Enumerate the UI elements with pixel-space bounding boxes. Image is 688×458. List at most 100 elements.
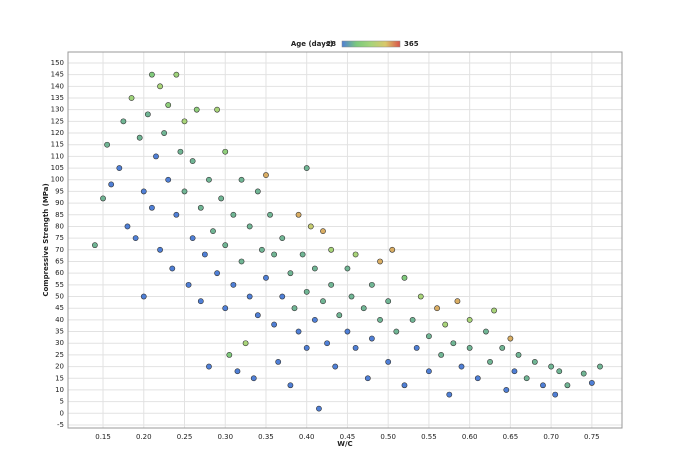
y-tick-label: 65: [55, 257, 64, 265]
point: [128, 95, 135, 101]
point: [303, 165, 310, 171]
point: [368, 281, 375, 288]
point: [238, 258, 245, 265]
point: [548, 363, 555, 370]
y-tick-label: 50: [55, 293, 64, 301]
point: [311, 316, 318, 323]
point: [161, 130, 168, 136]
point: [149, 204, 155, 211]
y-tick-label: 150: [51, 59, 64, 67]
colorbar-label: Age (days): [291, 40, 333, 48]
point: [328, 246, 335, 253]
point: [250, 375, 257, 382]
point: [442, 321, 449, 328]
point: [580, 370, 587, 377]
point: [377, 258, 383, 265]
y-tick-label: 40: [55, 316, 64, 324]
point: [531, 359, 538, 365]
point: [193, 106, 200, 113]
y-tick-label: 80: [55, 222, 64, 230]
point: [140, 188, 147, 195]
point: [222, 305, 229, 312]
x-tick-label: 0.30: [217, 433, 233, 441]
point: [201, 251, 208, 258]
point: [458, 363, 465, 370]
point: [507, 335, 514, 342]
point: [246, 223, 253, 230]
y-tick-label: 60: [55, 269, 64, 277]
point: [393, 328, 400, 335]
x-tick-label: 0.15: [95, 433, 111, 441]
point: [230, 211, 237, 218]
point: [515, 352, 522, 358]
point: [246, 293, 253, 300]
point: [324, 340, 330, 347]
y-tick-label: 0: [60, 409, 64, 417]
y-tick-label: 90: [55, 199, 64, 207]
point: [210, 228, 216, 235]
point: [483, 328, 489, 335]
point: [136, 134, 143, 141]
y-tick-label: 95: [55, 187, 64, 195]
point: [169, 265, 176, 272]
point: [503, 387, 510, 393]
y-tick-label: 105: [51, 164, 64, 172]
y-tick-label: 100: [51, 176, 64, 184]
point: [120, 118, 127, 125]
y-tick-label: 30: [55, 339, 64, 347]
point: [454, 298, 461, 305]
point: [450, 340, 457, 347]
point: [491, 307, 497, 314]
point: [218, 195, 225, 202]
point: [144, 111, 151, 118]
point: [157, 246, 163, 253]
y-tick-label: 20: [55, 363, 64, 371]
y-tick-label: 130: [51, 106, 64, 114]
point: [181, 188, 188, 195]
point: [413, 344, 420, 351]
point: [238, 176, 245, 183]
point: [336, 312, 343, 319]
y-tick-label: 125: [51, 117, 64, 125]
y-tick-label: 45: [55, 304, 64, 312]
point: [173, 211, 180, 218]
point: [206, 363, 212, 370]
point: [258, 246, 265, 253]
point: [352, 344, 359, 351]
point: [189, 235, 196, 242]
point: [332, 363, 339, 370]
point: [556, 368, 563, 375]
point: [100, 195, 106, 202]
point: [597, 363, 603, 370]
point: [466, 316, 473, 323]
point: [222, 242, 229, 249]
point: [153, 153, 159, 160]
point: [214, 270, 220, 277]
point: [360, 305, 367, 312]
point: [173, 71, 180, 78]
x-axis-label: W/C: [337, 440, 352, 448]
y-axis-label: Compressive Strength (MPa): [42, 183, 50, 296]
point: [279, 293, 286, 300]
point: [540, 382, 546, 389]
x-tick-label: 0.60: [462, 433, 478, 441]
point: [303, 288, 310, 295]
point: [307, 223, 314, 230]
y-tick-label: 70: [55, 246, 64, 254]
point: [287, 382, 294, 389]
point: [222, 148, 229, 155]
y-tick-label: 25: [55, 351, 64, 359]
point: [487, 359, 493, 365]
y-tick-label: 140: [51, 82, 64, 90]
point: [377, 316, 383, 323]
point: [426, 333, 432, 340]
point: [499, 344, 506, 351]
x-tick-label: 0.50: [380, 433, 396, 441]
point: [344, 265, 351, 272]
point: [263, 274, 269, 281]
y-tick-label: 75: [55, 234, 64, 242]
point: [132, 235, 139, 242]
y-tick-label: 120: [51, 129, 64, 137]
y-tick-label: 35: [55, 328, 64, 336]
point: [466, 344, 473, 351]
